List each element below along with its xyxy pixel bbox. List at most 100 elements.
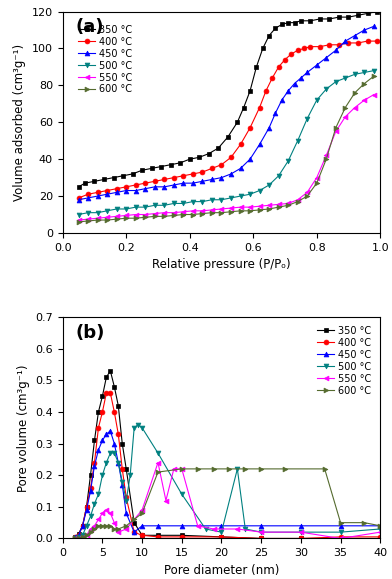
400 °C	[338, 533, 343, 540]
350 °C	[168, 161, 173, 168]
350 °C	[92, 437, 97, 444]
600 °C	[322, 466, 327, 472]
600 °C	[257, 207, 262, 214]
350 °C	[159, 163, 163, 170]
350 °C	[140, 532, 144, 539]
500 °C	[140, 424, 144, 431]
500 °C	[133, 204, 138, 211]
350 °C	[156, 532, 160, 539]
550 °C	[286, 200, 290, 207]
450 °C	[219, 522, 224, 529]
400 °C	[76, 195, 81, 201]
550 °C	[108, 510, 113, 516]
400 °C	[181, 173, 186, 179]
450 °C	[133, 187, 138, 194]
350 °C	[378, 535, 383, 542]
600 °C	[162, 213, 167, 220]
400 °C	[365, 38, 370, 45]
350 °C	[102, 176, 106, 183]
500 °C	[229, 195, 233, 201]
600 °C	[227, 466, 232, 472]
350 °C	[273, 25, 278, 32]
350 °C	[149, 165, 154, 172]
600 °C	[133, 215, 138, 222]
550 °C	[114, 213, 119, 220]
600 °C	[95, 217, 100, 223]
350 °C	[248, 87, 252, 94]
600 °C	[132, 516, 136, 523]
600 °C	[324, 156, 328, 163]
Y-axis label: Pore volume (cm³g⁻¹): Pore volume (cm³g⁻¹)	[17, 364, 30, 492]
500 °C	[305, 115, 310, 122]
600 °C	[238, 207, 243, 214]
350 °C	[260, 45, 265, 52]
Line: 350 °C: 350 °C	[72, 368, 383, 541]
550 °C	[95, 215, 100, 222]
350 °C	[259, 535, 263, 542]
500 °C	[124, 206, 129, 212]
400 °C	[219, 161, 224, 168]
350 °C	[365, 10, 370, 17]
Line: 450 °C: 450 °C	[76, 24, 376, 202]
500 °C	[362, 69, 367, 76]
550 °C	[100, 510, 105, 516]
400 °C	[132, 529, 136, 536]
450 °C	[292, 80, 297, 87]
400 °C	[200, 168, 205, 175]
500 °C	[114, 206, 119, 212]
Line: 550 °C: 550 °C	[72, 460, 383, 541]
400 °C	[96, 424, 101, 431]
400 °C	[86, 190, 91, 197]
400 °C	[133, 182, 138, 189]
450 °C	[343, 38, 348, 45]
400 °C	[124, 494, 129, 501]
600 °C	[100, 522, 105, 529]
500 °C	[128, 472, 132, 479]
550 °C	[124, 212, 129, 219]
600 °C	[267, 206, 271, 212]
450 °C	[286, 87, 290, 94]
450 °C	[352, 32, 357, 39]
350 °C	[207, 150, 211, 157]
350 °C	[88, 472, 93, 479]
550 °C	[72, 535, 77, 542]
400 °C	[259, 535, 263, 542]
500 °C	[372, 67, 376, 74]
450 °C	[324, 54, 328, 61]
550 °C	[156, 459, 160, 466]
600 °C	[140, 510, 144, 516]
350 °C	[104, 373, 109, 380]
450 °C	[80, 522, 85, 529]
600 °C	[210, 209, 214, 216]
450 °C	[299, 522, 303, 529]
500 °C	[314, 97, 319, 104]
350 °C	[178, 159, 183, 166]
550 °C	[163, 497, 168, 504]
350 °C	[216, 145, 221, 152]
600 °C	[283, 466, 287, 472]
350 °C	[72, 533, 77, 540]
450 °C	[200, 178, 205, 185]
550 °C	[362, 97, 367, 104]
350 °C	[225, 134, 230, 141]
600 °C	[104, 522, 109, 529]
350 °C	[111, 174, 116, 181]
400 °C	[219, 533, 224, 540]
500 °C	[80, 532, 85, 539]
500 °C	[295, 137, 300, 144]
500 °C	[112, 450, 117, 457]
500 °C	[338, 529, 343, 536]
550 °C	[259, 529, 263, 536]
500 °C	[235, 466, 240, 472]
500 °C	[334, 78, 338, 85]
450 °C	[162, 184, 167, 190]
550 °C	[171, 209, 176, 216]
500 °C	[171, 200, 176, 207]
Line: 400 °C: 400 °C	[72, 391, 383, 541]
500 °C	[120, 478, 125, 485]
600 °C	[343, 104, 348, 111]
600 °C	[88, 529, 93, 536]
Text: (b): (b)	[75, 324, 105, 342]
550 °C	[143, 211, 148, 218]
450 °C	[76, 532, 81, 539]
